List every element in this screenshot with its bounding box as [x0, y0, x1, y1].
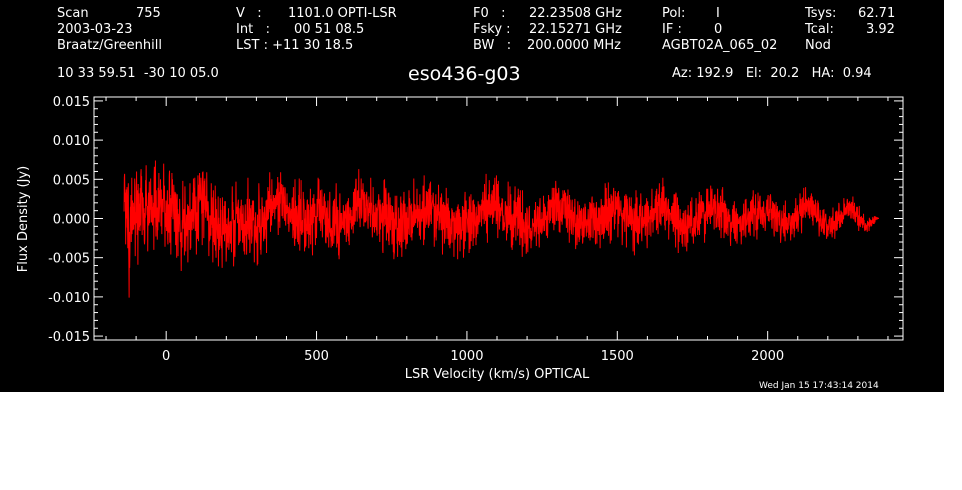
fsky-label: Fsky :: [473, 22, 511, 37]
spectrum-trace-0: [123, 160, 879, 298]
x-tick-label: 1000: [450, 349, 483, 364]
bw-value: 200.0000 MHz: [527, 38, 621, 53]
tsys-label: Tsys:: [805, 6, 837, 21]
plot-panel: 0 500 1000 1500 2000 -0.015 -0.010 -0.005 0.000 0…: [0, 0, 944, 392]
ticks-layer: 0 500 1000 1500 2000 -0.015 -0.010 -0.005 0.000 0…: [48, 95, 903, 364]
y-tick-label: 0.000: [53, 213, 90, 228]
int-label: Int :: [236, 22, 270, 37]
source-coords: 10 33 59.51 -30 10 05.0: [57, 66, 219, 81]
int-value: 00 51 08.5: [294, 22, 365, 37]
y-axis-label: Flux Density (Jy): [16, 166, 31, 272]
f0-label: F0 :: [473, 6, 506, 21]
scan-value: 755: [136, 6, 161, 21]
project-id: AGBT02A_065_02: [662, 38, 778, 53]
tsys-value: 62.71: [858, 6, 896, 21]
f0-value: 22.23508 GHz: [529, 6, 622, 21]
scan-label: Scan: [57, 6, 89, 21]
y-tick-label: 0.005: [53, 173, 90, 188]
y-tick-label: -0.010: [48, 291, 90, 306]
tcal-label: Tcal:: [805, 22, 834, 37]
pol-value: I: [716, 6, 720, 21]
y-tick-label: -0.005: [48, 252, 90, 267]
proc-type: Nod: [805, 38, 831, 53]
lst-text: LST : +11 30 18.5: [236, 38, 354, 53]
x-tick-label: 500: [304, 349, 329, 364]
x-tick-label: 1500: [601, 349, 634, 364]
az-el-ha: Az: 192.9 El: 20.2 HA: 0.94: [672, 66, 872, 81]
velocity-value: 1101.0 OPTI-LSR: [288, 6, 397, 21]
y-tick-label: 0.015: [53, 95, 90, 110]
x-tick-label: 2000: [751, 349, 784, 364]
y-tick-label: 0.010: [53, 134, 90, 149]
bw-label: BW :: [473, 38, 512, 53]
if-label: IF :: [662, 22, 682, 37]
velocity-label: V :: [236, 6, 262, 21]
x-axis-label: LSR Velocity (km/s) OPTICAL: [405, 367, 590, 382]
tcal-value: 3.92: [866, 22, 895, 37]
if-value: 0: [714, 22, 723, 37]
plot-timestamp: Wed Jan 15 17:43:14 2014: [759, 381, 879, 391]
fsky-value: 22.15271 GHz: [529, 22, 622, 37]
observer: Braatz/Greenhill: [57, 38, 162, 53]
pol-label: Pol:: [662, 6, 686, 21]
trace-layer: [123, 160, 879, 298]
spectrum-plot: 0 500 1000 1500 2000 -0.015 -0.010 -0.005 0.000 0…: [16, 95, 904, 382]
obs-date: 2003-03-23: [57, 22, 133, 37]
y-tick-label: -0.015: [48, 330, 90, 345]
x-tick-label: 0: [162, 349, 170, 364]
source-name: eso436-g03: [408, 63, 521, 85]
